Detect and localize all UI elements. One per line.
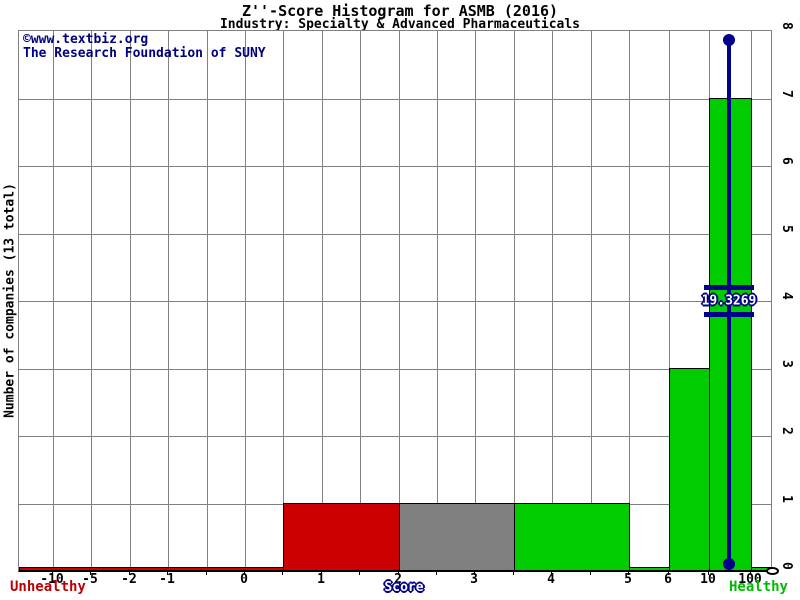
y-tick-label: 0 [779, 562, 794, 570]
x-tick [321, 571, 322, 575]
y-tick-label: 3 [779, 360, 794, 368]
x-tick-label: 1 [317, 572, 325, 587]
bar-red-0.5-2 [283, 503, 400, 571]
bar-green-zero-5-6 [629, 567, 670, 571]
gridline-h [19, 301, 771, 302]
x-tick-label: 4 [547, 572, 555, 587]
x-tick [167, 571, 168, 575]
chart-title: Z''-Score Histogram for ASMB (2016) [241, 2, 559, 20]
x-tick [359, 571, 360, 575]
y-tick-label: 4 [779, 292, 794, 300]
gridline-h [19, 234, 771, 235]
x-tick [628, 571, 629, 575]
x-tick-label: 100 [738, 572, 762, 587]
plot-area: 19.3269 ©www.textbiz.org The Research Fo… [18, 30, 772, 572]
y-tick-label: 8 [779, 22, 794, 30]
zscore-marker-top-dot [723, 34, 735, 46]
gridline-h [19, 369, 771, 370]
zscore-value-label: 19.3269 [701, 293, 757, 309]
y-tick-label: 1 [779, 495, 794, 503]
x-tick-label: -10 [40, 572, 64, 587]
bar-green-6-10 [669, 368, 710, 571]
x-tick-label: -2 [121, 572, 137, 587]
x-tick-label: 6 [664, 572, 672, 587]
x-tick [513, 571, 514, 575]
x-tick [750, 571, 751, 575]
zscore-marker-line [727, 39, 731, 564]
watermark[interactable]: ©www.textbiz.org The Research Foundation… [23, 33, 266, 61]
x-tick [52, 571, 53, 575]
x-tick [282, 571, 283, 575]
gridline-h [19, 166, 771, 167]
x-tick-label: 0 [240, 572, 248, 587]
x-tick [90, 571, 91, 575]
x-tick [206, 571, 207, 575]
x-tick-label: 2 [394, 572, 402, 587]
x-axis-title: Score [384, 580, 424, 595]
x-tick-label: -1 [159, 572, 175, 587]
bar-gray-2-3.5 [399, 503, 515, 571]
x-tick [708, 571, 709, 575]
x-tick [436, 571, 437, 575]
zscore-marker-bottom-dot [723, 558, 735, 570]
y-axis-title: Number of companies (13 total) [2, 183, 18, 418]
x-tick-label: 3 [470, 572, 478, 587]
x-tick [129, 571, 130, 575]
x-tick [474, 571, 475, 575]
x-tick [551, 571, 552, 575]
zscore-marker-upper-whisker [704, 285, 754, 290]
watermark-url[interactable]: ©www.textbiz.org [23, 32, 149, 47]
y-tick-label: 2 [779, 427, 794, 435]
x-tick [244, 571, 245, 575]
y-tick-label: 5 [779, 225, 794, 233]
x-tick [398, 571, 399, 575]
x-tick-label: -5 [82, 572, 98, 587]
axis-end-ellipse [766, 567, 779, 575]
zscore-marker-lower-whisker [704, 312, 754, 317]
healthy-label: Healthy [728, 579, 788, 595]
x-tick-label: 10 [700, 572, 716, 587]
x-tick-label: 5 [624, 572, 632, 587]
unhealthy-label: Unhealthy [10, 579, 86, 595]
chart-subtitle: Industry: Specialty & Advanced Pharmaceu… [219, 17, 581, 32]
y-tick-label: 7 [779, 90, 794, 98]
x-tick [668, 571, 669, 575]
bar-green-3.5-5 [514, 503, 630, 571]
watermark-org: The Research Foundation of SUNY [23, 46, 266, 61]
y-tick-label: 6 [779, 157, 794, 165]
x-tick [590, 571, 591, 575]
gridline-h [19, 436, 771, 437]
gridline-h [19, 99, 771, 100]
